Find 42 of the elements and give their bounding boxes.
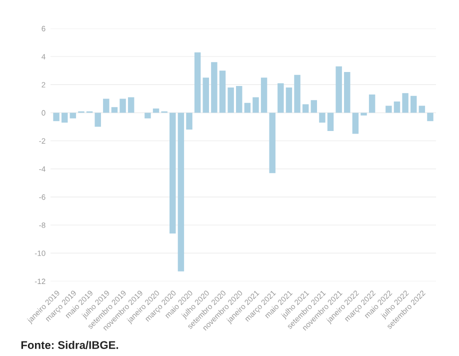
bar: [427, 112, 434, 122]
bar: [202, 78, 209, 113]
bar: [70, 112, 76, 118]
bar: [53, 112, 60, 122]
bar: [120, 98, 126, 113]
bar: [319, 112, 326, 123]
bar: [128, 97, 134, 113]
bar: [302, 104, 309, 113]
bar: [152, 108, 160, 113]
bar: [410, 96, 417, 113]
bar: [111, 107, 118, 113]
bar: [194, 52, 201, 113]
bar: [186, 112, 192, 130]
bar: [236, 86, 242, 113]
bar: [368, 94, 376, 113]
bar: [352, 112, 359, 134]
bar: [344, 72, 350, 113]
bar: [62, 112, 68, 123]
bar: [103, 98, 110, 113]
bar: [228, 87, 234, 113]
bar: [327, 112, 334, 131]
bar: [144, 112, 151, 118]
bar: [286, 87, 292, 113]
bar: [219, 70, 226, 113]
bar: [402, 93, 408, 113]
bar: [386, 106, 392, 113]
bar: [360, 112, 367, 116]
bar: [278, 83, 284, 113]
bar: [294, 74, 300, 113]
bar: [418, 106, 426, 113]
bar: [211, 62, 218, 113]
bar: [336, 66, 342, 113]
bar: [310, 100, 318, 113]
bar: [252, 97, 259, 113]
bar: [178, 112, 184, 272]
bar: [260, 78, 268, 113]
bar: [170, 112, 176, 234]
bar: [94, 112, 101, 127]
bar: [244, 102, 251, 113]
source-note: Fonte: Sidra/IBGE.: [21, 340, 118, 350]
bar: [394, 102, 400, 113]
bar: [269, 112, 276, 174]
